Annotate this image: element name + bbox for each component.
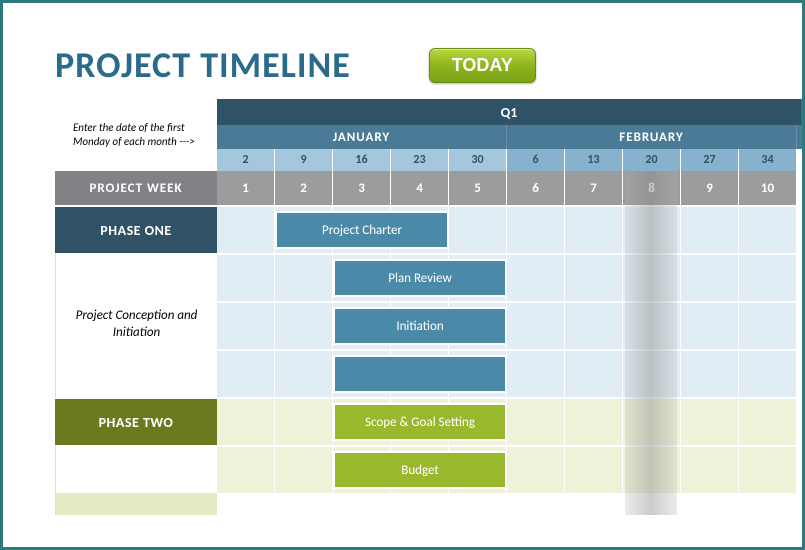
task-bar[interactable]: Plan Review [333,259,507,297]
timeline-grid: Q1 JANUARYFEBRUARY 29162330613202734 123… [217,99,802,515]
phase-header: PHASE ONE [55,205,217,253]
phase-description [55,445,217,493]
gantt-row: Project Charter [217,205,802,253]
task-bar[interactable] [333,355,507,393]
month-cell: FEBRUARY [507,125,797,149]
gantt-row: Initiation [217,301,802,349]
date-cell: 27 [681,149,739,171]
date-cell: 16 [333,149,391,171]
week-cell: 8 [623,171,681,205]
week-cell: 7 [565,171,623,205]
page-title: PROJECT TIMELINE [55,43,351,87]
date-cell: 13 [565,149,623,171]
week-cell: 1 [217,171,275,205]
week-cell: 4 [391,171,449,205]
task-bar[interactable]: Budget [333,451,507,489]
phase-description: Project Conception and Initiation [55,253,217,397]
date-cell: 2 [217,149,275,171]
week-cell: 5 [449,171,507,205]
date-cell: 34 [739,149,797,171]
phase-header: PHASE TWO [55,397,217,445]
date-cell: 9 [275,149,333,171]
date-cell: 30 [449,149,507,171]
gantt-row: Budget [217,445,802,493]
date-cell: 23 [391,149,449,171]
project-week-label: PROJECT WEEK [55,171,217,205]
date-cell: 20 [623,149,681,171]
gantt-row [217,349,802,397]
task-bar[interactable]: Project Charter [275,211,449,249]
week-cell: 10 [739,171,797,205]
gantt-row: Scope & Goal Setting [217,397,802,445]
week-cell: 6 [507,171,565,205]
quarter-cell: Q1 [217,99,802,125]
week-cell: 3 [333,171,391,205]
left-column: Enter the date of the first Monday of ea… [55,99,217,515]
date-cell: 6 [507,149,565,171]
task-bar[interactable]: Initiation [333,307,507,345]
week-cell: 2 [275,171,333,205]
task-bar[interactable]: Scope & Goal Setting [333,403,507,441]
month-cell: JANUARY [217,125,507,149]
today-button[interactable]: TODAY [429,48,536,83]
week-cell: 9 [681,171,739,205]
instruction-text: Enter the date of the first Monday of ea… [55,99,217,171]
gantt-row: Plan Review [217,253,802,301]
phase-stub [55,493,217,515]
